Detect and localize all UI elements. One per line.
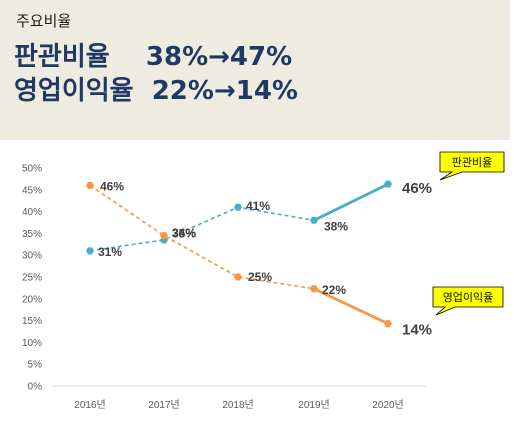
- y-tick-label: 45%: [22, 185, 42, 196]
- summary-panel: 주요비율 판관비율 38%→47% 영업이익율 22%→14%: [0, 0, 510, 140]
- data-point: [384, 180, 392, 188]
- x-tick-label: 2016년: [74, 399, 105, 411]
- data-point: [234, 273, 242, 281]
- data-point: [384, 320, 392, 328]
- kpi-label: 판관비율: [14, 42, 110, 72]
- x-tick-label: 2017년: [148, 399, 179, 411]
- callout-sga-ratio: 판관비율: [439, 151, 505, 181]
- y-tick-label: 0%: [28, 382, 43, 393]
- x-axis: 2016년 2017년 2018년 2019년 2020년: [52, 385, 426, 411]
- series-operating-margin: 46% 35% 25% 22% 14%: [86, 179, 432, 339]
- data-point: [310, 285, 318, 293]
- data-label: 25%: [248, 270, 272, 284]
- data-point: [86, 247, 94, 255]
- callout-box: [439, 151, 505, 181]
- data-label: 34%: [172, 226, 196, 240]
- series-sga-ratio: 31% 34% 41% 38% 46%: [86, 180, 432, 259]
- x-tick-label: 2019년: [298, 399, 329, 411]
- data-point: [160, 232, 168, 240]
- series-line-dashed: [89, 184, 315, 290]
- series-layer: 31% 34% 41% 38% 46% 46% 35% 25% 22% 14%: [86, 179, 432, 339]
- callout-operating-margin: 영업이익율: [432, 286, 504, 316]
- x-tick-label: 2020년: [372, 399, 403, 411]
- data-label: 38%: [324, 219, 348, 233]
- data-label: 46%: [100, 179, 124, 193]
- data-label: 41%: [246, 199, 270, 213]
- series-line-dashed: [89, 206, 315, 252]
- kpi-label: 영업이익율: [14, 76, 134, 106]
- callout-label: 판관비율: [452, 156, 492, 169]
- y-tick-label: 10%: [22, 338, 42, 349]
- data-label: 31%: [98, 245, 122, 259]
- y-tick-label: 25%: [22, 273, 42, 284]
- data-label: 22%: [322, 283, 346, 297]
- summary-caption: 주요비율: [16, 12, 72, 30]
- y-tick-label: 20%: [22, 294, 42, 305]
- kpi-value: 22%→14%: [151, 76, 298, 106]
- y-tick-label: 30%: [22, 251, 42, 262]
- data-point: [86, 181, 94, 189]
- callout-label: 영업이익율: [443, 291, 494, 304]
- data-point: [234, 203, 242, 211]
- data-label: 46%: [402, 180, 432, 197]
- y-tick-label: 40%: [22, 207, 42, 218]
- data-label: 14%: [402, 322, 432, 339]
- callout-box: [432, 286, 504, 316]
- series-line-solid: [313, 287, 389, 325]
- kpi-value: 38%→47%: [145, 42, 293, 72]
- y-axis: 0% 5% 10% 15% 20% 25% 30% 35% 40% 45% 50%: [22, 164, 42, 393]
- y-tick-label: 5%: [28, 360, 43, 371]
- kpi-sga-ratio: 판관비율 38%→47%: [14, 36, 292, 73]
- y-tick-label: 15%: [22, 316, 42, 327]
- data-point: [310, 216, 318, 224]
- x-tick-label: 2018년: [222, 399, 253, 411]
- data-label: 35%: [172, 227, 196, 241]
- y-tick-label: 50%: [22, 164, 42, 175]
- series-line-solid: [313, 182, 389, 222]
- kpi-operating-margin: 영업이익율 22%→14%: [14, 70, 298, 107]
- ratio-line-chart: 0%5%10%15%20%25%30%35%40%45%50% 2016년 201…: [22, 151, 505, 411]
- y-tick-label: 35%: [22, 229, 42, 240]
